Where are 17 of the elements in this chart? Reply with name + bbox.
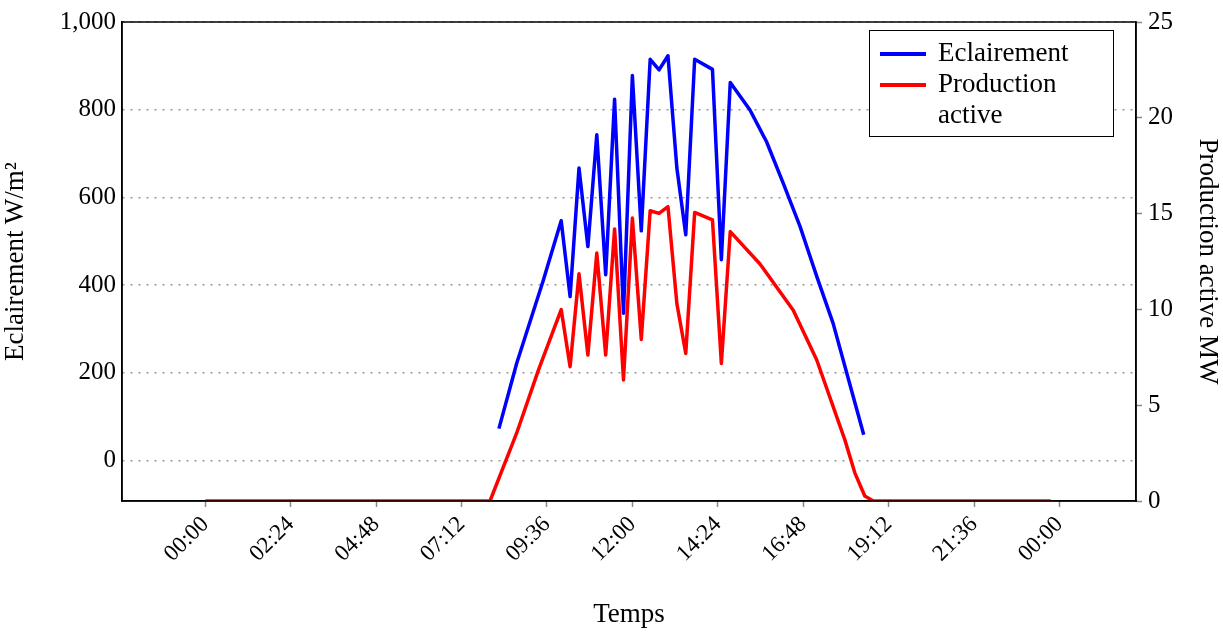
y-tick-label: 600 xyxy=(78,182,116,210)
y-tick-label: 1,000 xyxy=(59,6,116,34)
y-tick-label: 800 xyxy=(78,94,116,122)
y-tick-label: 200 xyxy=(78,357,116,385)
y2-axis-title: Production active MW xyxy=(1193,138,1223,385)
y2-tick-label: 15 xyxy=(1148,198,1173,226)
x-axis-title: Temps xyxy=(593,597,665,628)
legend-label: Production active xyxy=(938,68,1058,131)
y2-tick-label: 0 xyxy=(1148,485,1161,513)
y2-tick-label: 10 xyxy=(1148,293,1173,321)
y-tick-label: 0 xyxy=(103,445,116,473)
y-tick-label: 400 xyxy=(78,269,116,297)
legend-label: Eclairement xyxy=(938,37,1069,69)
y-axis-title: Eclairement W/m² xyxy=(0,162,30,361)
y2-tick-label: 25 xyxy=(1148,6,1173,34)
y2-tick-label: 5 xyxy=(1148,389,1161,417)
y2-tick-label: 20 xyxy=(1148,102,1173,130)
